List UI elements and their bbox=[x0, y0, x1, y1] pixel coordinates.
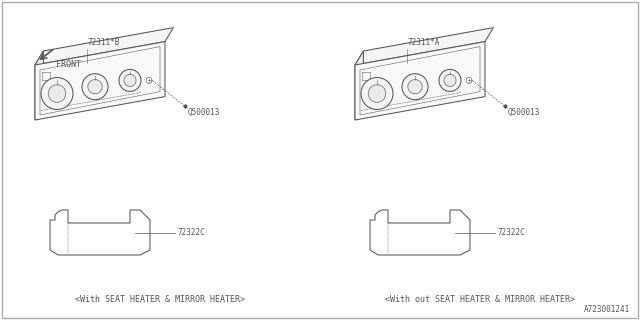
Text: 72322C: 72322C bbox=[177, 228, 205, 237]
Text: 72311*A: 72311*A bbox=[407, 38, 440, 47]
Text: 72322C: 72322C bbox=[497, 228, 525, 237]
Circle shape bbox=[444, 74, 456, 86]
Text: <With SEAT HEATER & MIRROR HEATER>: <With SEAT HEATER & MIRROR HEATER> bbox=[75, 295, 245, 304]
Circle shape bbox=[82, 74, 108, 100]
Text: <With out SEAT HEATER & MIRROR HEATER>: <With out SEAT HEATER & MIRROR HEATER> bbox=[385, 295, 575, 304]
Polygon shape bbox=[355, 51, 364, 120]
Text: 72311*B: 72311*B bbox=[87, 38, 120, 47]
Circle shape bbox=[402, 74, 428, 100]
Circle shape bbox=[41, 77, 73, 109]
Text: Q500013: Q500013 bbox=[508, 108, 540, 117]
Circle shape bbox=[48, 85, 66, 102]
Polygon shape bbox=[35, 51, 44, 120]
Polygon shape bbox=[35, 28, 173, 65]
Circle shape bbox=[439, 69, 461, 92]
Circle shape bbox=[368, 85, 386, 102]
Circle shape bbox=[408, 80, 422, 94]
Polygon shape bbox=[355, 28, 493, 65]
Circle shape bbox=[119, 69, 141, 92]
Circle shape bbox=[88, 80, 102, 94]
Polygon shape bbox=[355, 42, 485, 120]
Polygon shape bbox=[35, 42, 165, 120]
Text: A723001241: A723001241 bbox=[584, 305, 630, 314]
Circle shape bbox=[124, 74, 136, 86]
Circle shape bbox=[361, 77, 393, 109]
Text: FRONT: FRONT bbox=[56, 60, 81, 69]
Text: Q500013: Q500013 bbox=[188, 108, 220, 117]
